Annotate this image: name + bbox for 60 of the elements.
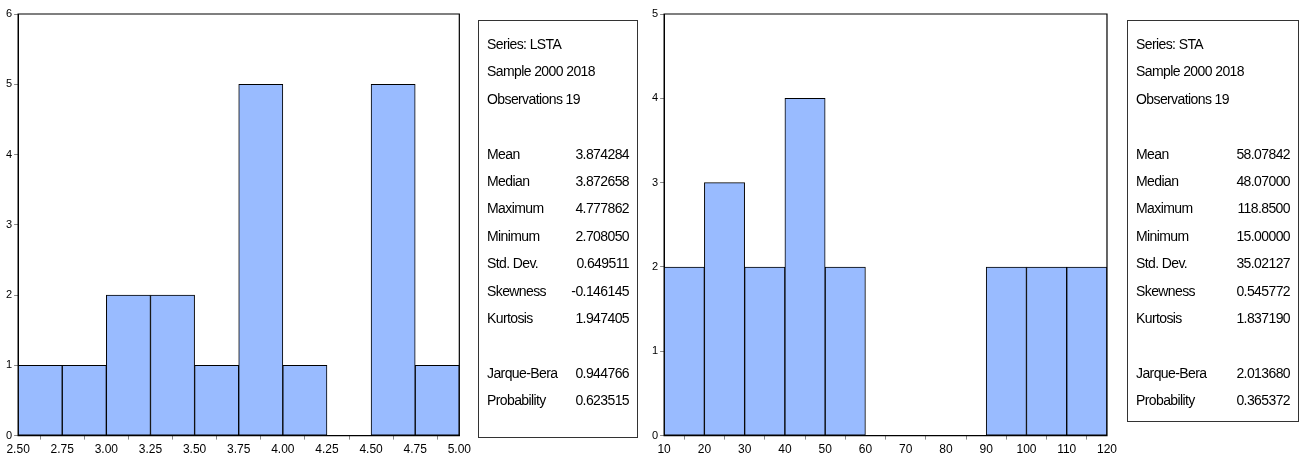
y-tick-label: 6 (5, 7, 13, 20)
x-tick-label: 40 (778, 442, 792, 457)
y-tick-label: 5 (651, 7, 659, 20)
y-tick-label: 4 (651, 91, 659, 104)
text: Maximum 118.8500 (1136, 200, 1290, 217)
x-tick-label: 3.75 (227, 442, 251, 457)
x-tick-label: 30 (737, 442, 752, 457)
text: Maximum 4.777862 (487, 200, 629, 217)
x-tick-label: 4.00 (271, 442, 295, 457)
y-tick-label: 3 (5, 217, 13, 230)
text: Series: STA (1136, 35, 1205, 54)
text: Skewness 0.545772 (1136, 282, 1290, 299)
y-tick-label: 1 (5, 358, 13, 371)
text: Median 48.07000 (1136, 172, 1290, 189)
text: Median 3.872658 (487, 172, 629, 189)
x-tick-label: 3.00 (94, 442, 119, 457)
text: Observations 19 (1136, 89, 1230, 109)
text: Probability 0.365372 (1136, 392, 1290, 409)
x-tick-label: 4.50 (359, 442, 384, 457)
x-tick-label: 10 (657, 442, 672, 457)
text: Jarque-Bera 0.944766 (487, 364, 629, 381)
text: Std. Dev. 0.649511 (487, 255, 629, 272)
x-tick-label: 4.75 (403, 442, 428, 457)
y-tick-label: 3 (651, 175, 659, 188)
y-tick-label: 0 (651, 428, 659, 441)
text: Observations 19 (487, 89, 581, 109)
x-tick-label: 2.75 (50, 442, 75, 457)
text: Mean 3.874284 (487, 145, 629, 162)
x-tick-label: 110 (1057, 442, 1077, 457)
x-tick-label: 4.25 (315, 442, 339, 457)
x-tick-label: 50 (818, 442, 833, 457)
text: Probability 0.623515 (487, 392, 629, 409)
x-tick-label: 5.00 (447, 442, 472, 457)
text: Minimum 15.00000 (1136, 227, 1290, 244)
x-tick-label: 20 (697, 442, 712, 457)
text: Std. Dev. 35.02127 (1136, 255, 1290, 272)
x-tick-label: 2.50 (6, 442, 31, 457)
text: Sample 2000 2018 (1136, 62, 1245, 82)
y-tick-label: 2 (5, 288, 13, 301)
x-tick-label: 100 (1016, 442, 1037, 457)
y-tick-label: 2 (651, 259, 659, 272)
y-tick-label: 4 (5, 147, 13, 160)
text: Sample 2000 2018 (487, 62, 596, 82)
x-tick-label: 80 (939, 442, 953, 457)
x-tick-label: 120 (1096, 442, 1118, 457)
x-tick-label: 90 (979, 442, 994, 457)
text: Kurtosis 1.837190 (1136, 309, 1290, 326)
x-tick-label: 60 (858, 442, 873, 457)
x-tick-label: 70 (899, 442, 913, 457)
x-tick-label: 3.50 (182, 442, 207, 457)
text: Kurtosis 1.947405 (487, 309, 629, 326)
y-tick-label: 0 (5, 428, 13, 441)
text: Minimum 2.708050 (487, 227, 629, 244)
text: Series: LSTA (487, 35, 563, 54)
text: Jarque-Bera 2.013680 (1136, 364, 1290, 381)
y-tick-label: 1 (651, 344, 659, 357)
x-tick-label: 3.25 (138, 442, 163, 457)
y-tick-label: 5 (5, 77, 13, 90)
text: Skewness -0.146145 (487, 282, 629, 299)
text: Mean 58.07842 (1136, 145, 1290, 162)
